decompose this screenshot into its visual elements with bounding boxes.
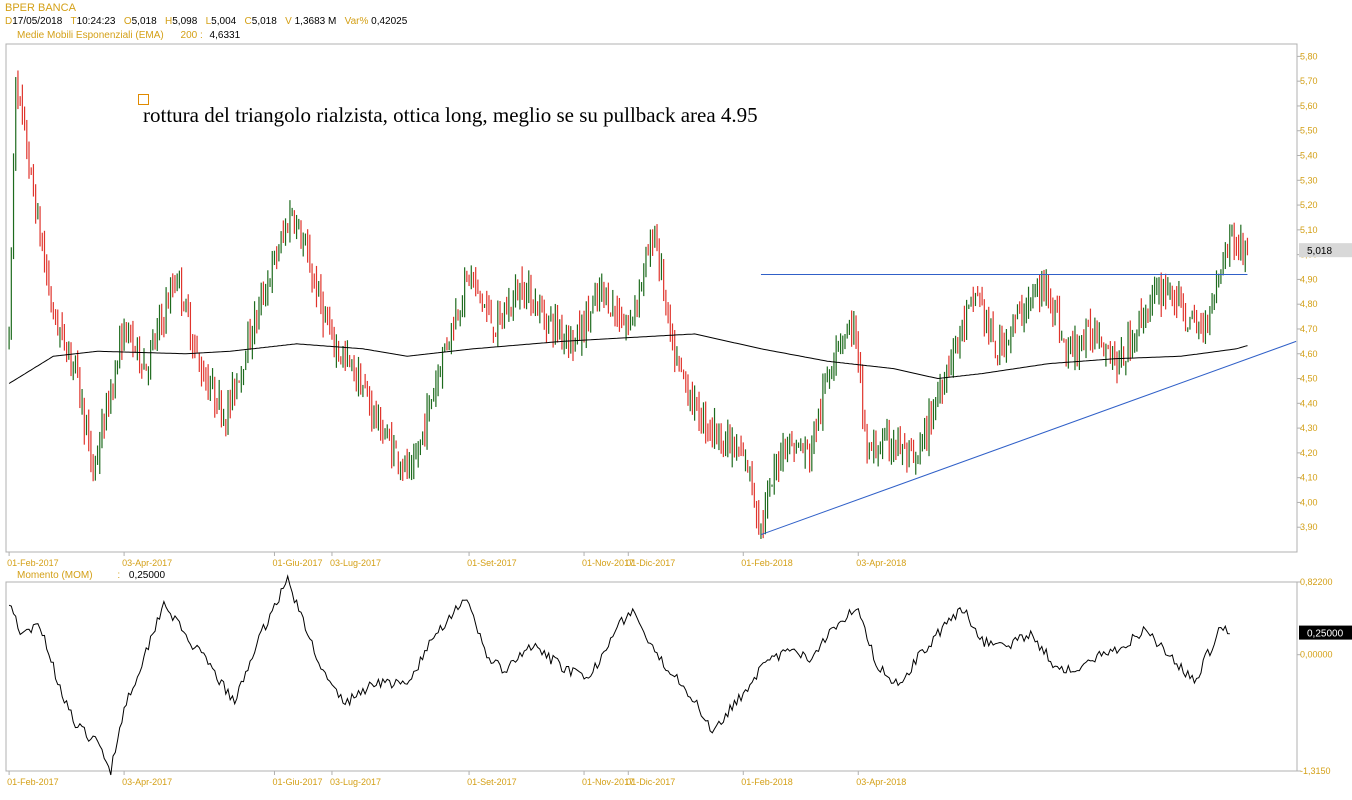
price-y-tick-label: 4,40 — [1300, 398, 1318, 408]
ohlc-key-time: T — [70, 16, 77, 27]
momentum-x-tick-label: 01-Set-2017 — [467, 777, 517, 787]
momentum-y-tick-label: -1,3150 — [1300, 766, 1331, 776]
ohlc-value-time: 10:24:23 — [76, 16, 116, 27]
instrument-title: BPER BANCA — [5, 2, 76, 14]
price-x-tick-label: 01-Dic-2017 — [626, 558, 675, 568]
price-y-tick-label: 3,90 — [1300, 522, 1318, 532]
price-x-tick-label: 01-Set-2017 — [467, 558, 517, 568]
ohlc-key-low: L — [205, 16, 212, 27]
price-x-tick-label: 03-Lug-2017 — [330, 558, 381, 568]
last-price-label: 5,018 — [1307, 246, 1332, 257]
ohlc-key-close: C — [244, 16, 252, 27]
price-y-tick-label: 5,60 — [1300, 101, 1318, 111]
ohlc-value-volume: 1,3683 M — [294, 16, 337, 27]
price-x-tick-label: 03-Apr-2018 — [856, 558, 906, 568]
price-y-tick-label: 5,50 — [1300, 126, 1318, 136]
momentum-x-tick-label: 01-Nov-2017 — [582, 777, 634, 787]
price-y-tick-label: 5,10 — [1300, 225, 1318, 235]
price-y-tick-label: 4,80 — [1300, 299, 1318, 309]
momentum-label: Momento (MOM) — [17, 570, 93, 581]
support-trendline[interactable] — [760, 340, 1297, 536]
ema-200-line[interactable] — [8, 333, 1248, 384]
ohlc-key-high: H — [165, 16, 173, 27]
momentum-x-tick-label: 03-Lug-2017 — [330, 777, 381, 787]
ohlc-key-open: O — [123, 16, 132, 27]
price-y-tick-label: 4,20 — [1300, 448, 1318, 458]
price-y-tick-label: 4,10 — [1300, 473, 1318, 483]
ohlc-value-low: 5,004 — [211, 16, 237, 27]
ohlc-value-high: 5,098 — [172, 16, 198, 27]
ohlc-value-open: 5,018 — [131, 16, 157, 27]
momentum-x-tick-label: 01-Giu-2017 — [272, 777, 322, 787]
price-x-tick-label: 01-Nov-2017 — [582, 558, 634, 568]
price-x-tick-label: 01-Giu-2017 — [272, 558, 322, 568]
momentum-x-tick-label: 03-Apr-2018 — [856, 777, 906, 787]
indicator-label: Medie Mobili Esponenziali (EMA) — [17, 30, 164, 41]
ohlc-key-volume: V — [285, 16, 292, 27]
last-price-badge — [1299, 243, 1352, 258]
price-y-tick-label: 4,00 — [1300, 497, 1318, 507]
indicator-period: 200 : — [180, 30, 203, 41]
price-x-tick-label: 01-Feb-2018 — [741, 558, 793, 568]
ohlc-value-date: 17/05/2018 — [12, 16, 63, 27]
momentum-x-tick-label: 03-Apr-2017 — [122, 777, 172, 787]
price-y-tick-label: 4,50 — [1300, 374, 1318, 384]
price-y-tick-label: 4,30 — [1300, 423, 1318, 433]
ohlc-row: D17/05/2018 T10:24:23 O5,018 H5,098 L5,0… — [5, 16, 407, 27]
ohlc-key-var: Var% — [344, 16, 369, 27]
momentum-header: Momento (MOM) : 0,25000 — [17, 570, 166, 581]
price-y-tick-label: 4,70 — [1300, 324, 1318, 334]
momentum-value: 0,25000 — [128, 570, 166, 581]
indicator-row: Medie Mobili Esponenziali (EMA) 200 : 4,… — [17, 30, 240, 41]
ohlc-value-var: 0,42025 — [371, 16, 408, 27]
momentum-line[interactable] — [8, 574, 1230, 776]
price-panel-frame — [5, 43, 1298, 553]
price-y-tick-label: 5,40 — [1300, 151, 1318, 161]
momentum-x-tick-label: 01-Feb-2018 — [741, 777, 793, 787]
price-x-tick-label: 01-Feb-2017 — [7, 558, 59, 568]
indicator-value: 4,6331 — [209, 30, 241, 41]
momentum-x-tick-label: 01-Dic-2017 — [626, 777, 675, 787]
chart-annotation[interactable]: rottura del triangolo rialzista, ottica … — [143, 103, 758, 127]
ohlc-key-date: D — [5, 16, 13, 27]
annotation-marker-icon[interactable] — [138, 94, 149, 105]
ohlc-value-close: 5,018 — [251, 16, 277, 27]
momentum-panel-frame — [5, 581, 1298, 772]
price-y-tick-label: 5,30 — [1300, 175, 1318, 185]
momentum-value-badge — [1299, 625, 1352, 640]
momentum-y-tick-label: 0,00000 — [1300, 650, 1333, 660]
price-y-tick-label: 4,90 — [1300, 274, 1318, 284]
price-y-tick-label: 5,20 — [1300, 200, 1318, 210]
momentum-value-badge-label: 0,25000 — [1307, 629, 1344, 640]
price-y-tick-label: 5,80 — [1300, 51, 1318, 61]
price-x-tick-label: 03-Apr-2017 — [122, 558, 172, 568]
price-y-tick-label: 4,60 — [1300, 349, 1318, 359]
price-y-tick-label: 5,70 — [1300, 76, 1318, 86]
momentum-x-tick-label: 01-Feb-2017 — [7, 777, 59, 787]
momentum-y-tick-label: 0,82200 — [1300, 577, 1333, 587]
